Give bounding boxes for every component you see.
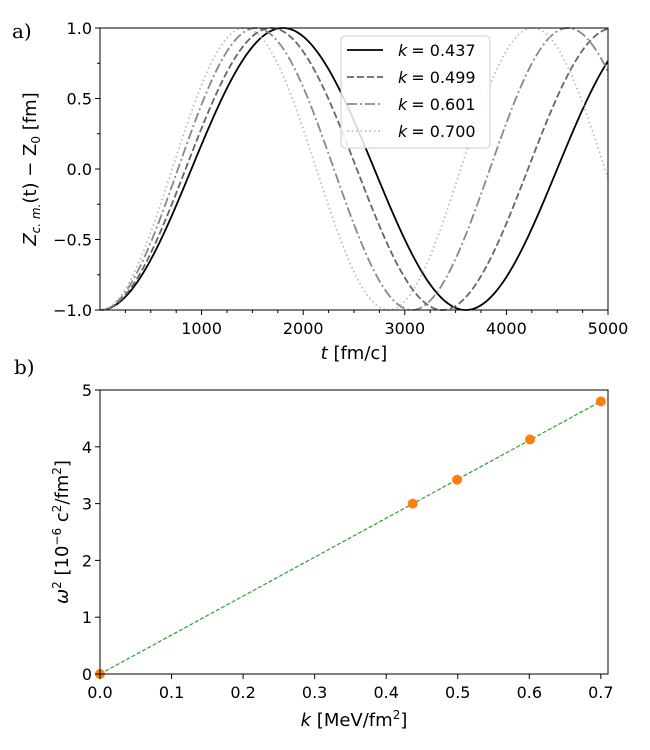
panel-a-ylabel-main: Z bbox=[20, 233, 41, 247]
legend-var-0437: k bbox=[398, 41, 408, 60]
panel-b-x-tick-label: 0.7 bbox=[588, 683, 613, 702]
panel-a-ylabel-unit: [fm] bbox=[20, 92, 41, 136]
data-point-k-07 bbox=[595, 396, 606, 407]
panel-b-x-tick-label: 0.1 bbox=[159, 683, 184, 702]
data-point-k-0499 bbox=[452, 474, 463, 485]
legend-value-0437: = 0.437 bbox=[411, 41, 475, 60]
panel-a-y-tick-label: 0.0 bbox=[67, 160, 92, 179]
panel-b-y-tick-label: 0 bbox=[82, 665, 92, 684]
panel-a-xlabel-unit: [fm/c] bbox=[328, 343, 388, 364]
panel-b-x-tick-label: 0.0 bbox=[87, 683, 112, 702]
panel-a-x-tick-label: 5000 bbox=[588, 319, 629, 338]
legend-value-0601: = 0.601 bbox=[411, 95, 475, 114]
panel-b-x-tick-label: 0.6 bbox=[517, 683, 542, 702]
panel-b-xlabel-unit-end: ] bbox=[400, 710, 407, 731]
panel-a-ylabel-sub: c. m. bbox=[29, 204, 43, 234]
panel-a-xlabel-var: t bbox=[321, 343, 329, 364]
panel-a-ylabel-sub2: 0 bbox=[29, 136, 43, 144]
panel-b-y-tick-label: 1 bbox=[82, 608, 92, 627]
panel-b-label: b) bbox=[14, 355, 35, 379]
panel-a-y-tick-label: 0.5 bbox=[67, 90, 92, 109]
series-line-k-0601 bbox=[99, 27, 609, 311]
data-point-k-0437 bbox=[407, 498, 418, 509]
panel-a-x-tick-label: 1000 bbox=[181, 319, 222, 338]
panel-b-x-ticks: 0.0 0.1 0.2 0.3 0.4 0.5 0.6 0.7 bbox=[87, 674, 614, 702]
panel-b-ylabel-var: ω bbox=[52, 589, 73, 604]
fit-line bbox=[99, 400, 602, 675]
panel-b-y-tick-label: 4 bbox=[82, 438, 92, 457]
panel-a-x-tick-label: 2000 bbox=[283, 319, 324, 338]
panel-a-legend: k = 0.437 k = 0.499 k = 0.601 k = 0.700 bbox=[340, 35, 491, 149]
panel-b-x-tick-label: 0.5 bbox=[445, 683, 470, 702]
panel-b-ylabel-unit-sup: −6 bbox=[50, 528, 64, 546]
panel-b-y-ticks: 0 1 2 3 4 5 bbox=[82, 381, 100, 684]
legend-label-0601: k = 0.601 bbox=[398, 95, 476, 114]
panel-a-y-tick-label: −0.5 bbox=[53, 231, 92, 250]
panel-b-x-tick-label: 0.3 bbox=[302, 683, 327, 702]
panel-a-y-tick-label: 1.0 bbox=[67, 19, 92, 38]
panel-a-label: a) bbox=[12, 19, 32, 43]
panel-b-x-tick-label: 0.2 bbox=[230, 683, 255, 702]
panel-b-ylabel-unit-sup3: 2 bbox=[50, 467, 64, 475]
panel-b-xlabel-unit-sup: 2 bbox=[393, 708, 401, 722]
legend-label-0499: k = 0.499 bbox=[398, 68, 476, 87]
panel-b-axes-frame bbox=[99, 389, 609, 675]
panel-a-x-tick-label: 3000 bbox=[384, 319, 425, 338]
panel-b-xlabel-unit: [MeV/fm bbox=[311, 710, 393, 731]
panel-b-y-axis-label: ω2 [10−6 c2/fm2] bbox=[50, 460, 73, 604]
legend-var-0499: k bbox=[398, 68, 408, 87]
panel-b-ylabel-sup: 2 bbox=[50, 581, 64, 589]
panel-b-xlabel-var: k bbox=[301, 710, 313, 731]
legend-value-0499: = 0.499 bbox=[411, 68, 475, 87]
panel-b-ylabel-unit-mid2: /fm bbox=[52, 475, 73, 505]
panel-a-x-tick-label: 4000 bbox=[486, 319, 527, 338]
panel-a-ylabel-mid: (t) − Z bbox=[20, 144, 41, 204]
panel-b-ylabel-unit: [10 bbox=[52, 546, 73, 582]
panel-a-x-ticks: 1000 2000 3000 4000 5000 bbox=[124, 310, 629, 338]
legend-label-0700: k = 0.700 bbox=[398, 122, 476, 141]
panel-b-plot bbox=[95, 396, 606, 679]
panel-a-y-axis-label: Zc. m.(t) − Z0 [fm] bbox=[20, 92, 43, 246]
panel-a-y-ticks: −1.0 −0.5 0.0 0.5 1.0 bbox=[53, 19, 100, 320]
panel-b-ylabel-unit-sup2: 2 bbox=[50, 505, 64, 513]
data-point-k-0601 bbox=[525, 434, 536, 445]
legend-box bbox=[340, 35, 491, 149]
legend-var-0601: k bbox=[398, 95, 408, 114]
series-line-k-0499 bbox=[99, 27, 609, 311]
panel-b-ylabel-unit-mid: c bbox=[52, 512, 73, 528]
panel-b-y-tick-label: 2 bbox=[82, 551, 92, 570]
panel-b-x-axis-label: k [MeV/fm2] bbox=[301, 708, 408, 731]
legend-value-0700: = 0.700 bbox=[411, 122, 475, 141]
legend-label-0437: k = 0.437 bbox=[398, 41, 476, 60]
panel-b-y-tick-label: 5 bbox=[82, 381, 92, 400]
panel-a-x-axis-label: t [fm/c] bbox=[321, 343, 388, 364]
panel-b-x-tick-label: 0.4 bbox=[373, 683, 398, 702]
legend-var-0700: k bbox=[398, 122, 408, 141]
panel-a-y-tick-label: −1.0 bbox=[53, 301, 92, 320]
panel-b-y-tick-label: 3 bbox=[82, 495, 92, 514]
panel-b-ylabel-unit-end: ] bbox=[52, 460, 73, 467]
series-line-k-0700 bbox=[99, 27, 609, 311]
